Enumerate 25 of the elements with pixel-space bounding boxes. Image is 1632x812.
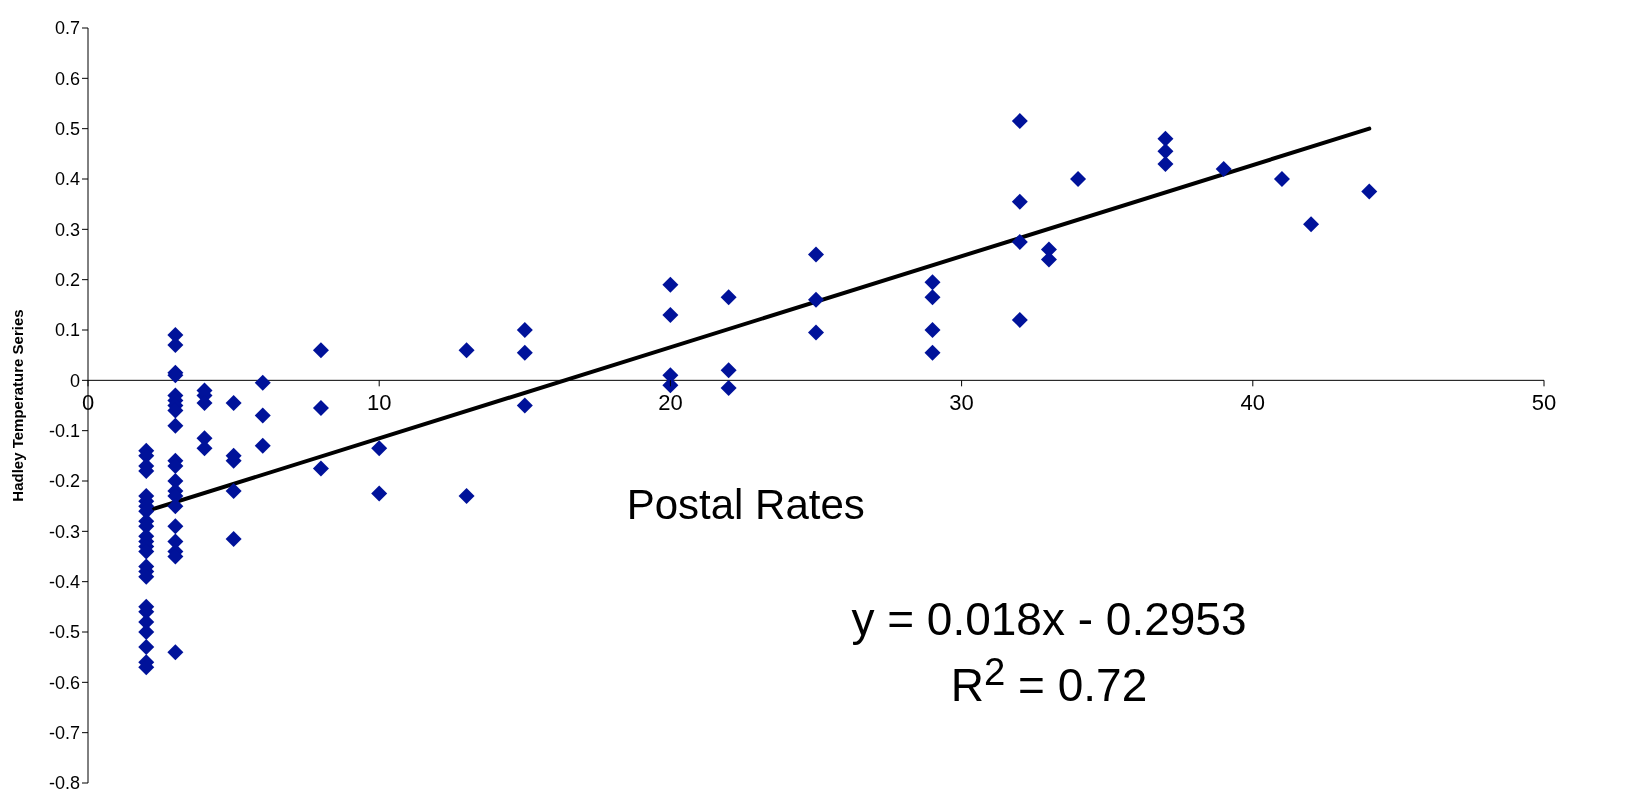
x-tick-label: 10: [366, 390, 392, 416]
y-tick-label: -0.8: [48, 773, 80, 794]
x-axis-title: Postal Rates: [626, 481, 865, 529]
y-tick-label: 0.3: [54, 219, 80, 240]
y-tick-label: 0.7: [54, 18, 80, 39]
y-tick-label: -0.6: [48, 672, 80, 693]
y-tick-label: -0.4: [48, 572, 80, 593]
y-tick-label: -0.3: [48, 521, 80, 542]
y-tick-label: -0.5: [48, 622, 80, 643]
y-tick-label: 0.4: [54, 169, 80, 190]
y-tick-label: 0: [69, 370, 80, 391]
y-tick-label: -0.7: [48, 723, 80, 744]
y-tick-label: 0.6: [54, 68, 80, 89]
y-tick-label: 0.2: [54, 270, 80, 291]
y-axis-title: Hadley Temperature Series: [9, 309, 27, 502]
x-tick-label: 30: [949, 390, 974, 416]
x-tick-label: 50: [1531, 390, 1557, 416]
annotation: R$^{2}$ = 0.72: [950, 649, 1148, 712]
x-tick-label: 40: [1240, 390, 1266, 416]
x-tick-label: 20: [658, 390, 683, 416]
y-tick-label: 0.1: [54, 320, 80, 341]
y-tick-label: -0.2: [48, 471, 80, 492]
y-tick-label: 0.5: [54, 119, 80, 140]
annotation: y = 0.018x - 0.2953: [851, 591, 1247, 646]
y-tick-label: -0.1: [48, 421, 80, 442]
